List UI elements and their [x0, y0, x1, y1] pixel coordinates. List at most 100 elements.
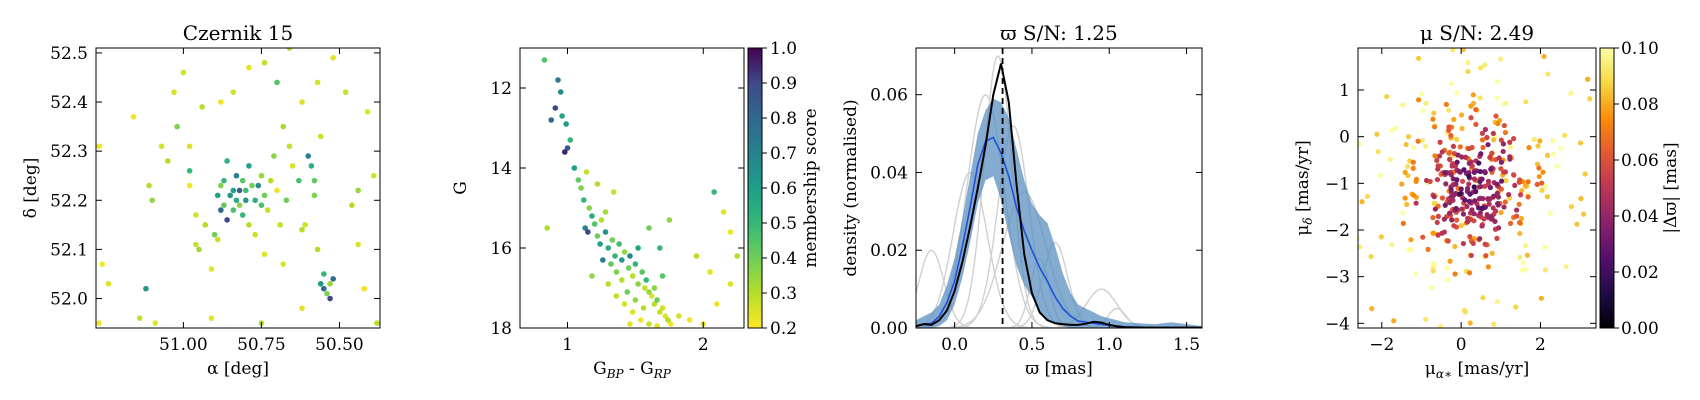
colorbar4-tick-label: 0.06 — [1621, 151, 1659, 171]
proper-motion-point — [1481, 216, 1487, 222]
colorbar-tick-label: 0.5 — [770, 214, 797, 234]
cmd-point — [575, 177, 582, 183]
p3-xtick-label: 1.0 — [1096, 335, 1123, 355]
panel1-title: Czernik 15 — [183, 21, 293, 45]
cmd-point — [727, 281, 734, 287]
proper-motion-point — [1408, 247, 1414, 253]
proper-motion-point — [1511, 172, 1517, 178]
proper-motion-point — [1498, 209, 1504, 216]
proper-motion-point — [1516, 201, 1522, 207]
proper-motion-point — [1459, 206, 1465, 212]
proper-motion-point — [1431, 200, 1437, 206]
proper-motion-point — [1448, 172, 1454, 178]
star-point — [327, 295, 333, 302]
proper-motion-point — [1482, 170, 1488, 176]
p2-ytick-label: 14 — [490, 159, 512, 179]
proper-motion-point — [1494, 235, 1500, 241]
proper-motion-point — [1411, 144, 1417, 151]
panel2-points — [541, 57, 741, 328]
cmd-point — [602, 229, 609, 235]
cmd-point — [589, 273, 595, 279]
cmd-point — [635, 245, 641, 251]
star-point — [258, 172, 265, 179]
proper-motion-point — [1487, 196, 1493, 202]
star-point — [264, 207, 271, 213]
cmd-point — [555, 77, 561, 83]
cmd-point — [666, 217, 673, 223]
proper-motion-point — [1577, 140, 1584, 146]
star-point — [267, 177, 274, 184]
cmd-point — [654, 297, 660, 303]
star-point — [364, 109, 371, 115]
proper-motion-point — [1502, 129, 1508, 136]
p2-ytick-label: 12 — [490, 79, 512, 99]
cmd-point — [624, 289, 631, 295]
colorbar4-tick-label: 0.10 — [1621, 39, 1659, 59]
proper-motion-point — [1503, 100, 1509, 106]
proper-motion-point — [1520, 260, 1526, 266]
star-point — [246, 163, 252, 169]
star-point — [230, 89, 237, 96]
proper-motion-point — [1423, 177, 1430, 184]
colorbar-tick-label: 0.2 — [770, 319, 797, 339]
proper-motion-point — [1491, 321, 1497, 327]
proper-motion-point — [1480, 295, 1486, 301]
proper-motion-point — [1501, 122, 1507, 129]
proper-motion-point — [1503, 177, 1509, 184]
proper-motion-point — [1568, 90, 1574, 96]
cmd-point — [605, 281, 612, 287]
proper-motion-point — [1434, 219, 1440, 226]
cmd-point — [557, 89, 564, 95]
proper-motion-point — [1523, 99, 1529, 105]
bootstrap-curve — [916, 54, 1202, 328]
bootstrap-curve — [916, 241, 1202, 328]
p4-ytick-label: 0 — [1339, 128, 1350, 148]
proper-motion-point — [1488, 166, 1494, 172]
proper-motion-point — [1542, 184, 1548, 190]
cmd-point — [608, 261, 614, 267]
star-point — [261, 59, 268, 66]
p1-ytick-label: 52.3 — [50, 142, 88, 162]
proper-motion-point — [1359, 199, 1365, 205]
cmd-point — [621, 301, 628, 307]
proper-motion-point — [1517, 177, 1523, 183]
proper-motion-point — [1491, 193, 1497, 199]
star-point — [214, 192, 221, 199]
cmd-point — [714, 301, 720, 307]
star-point — [105, 280, 112, 287]
star-point — [224, 217, 230, 223]
star-point — [239, 212, 246, 218]
proper-motion-point — [1450, 48, 1456, 53]
proper-motion-point — [1461, 307, 1468, 314]
proper-motion-point — [1441, 216, 1447, 222]
star-point — [99, 261, 106, 267]
panel-sky-positions: Czernik 15 51.00 50.75 50.50 52.0 52.1 52.2 52… — [21, 21, 381, 379]
proper-motion-point — [1513, 304, 1519, 310]
proper-motion-point — [1473, 121, 1479, 127]
proper-motion-point — [1486, 334, 1491, 339]
proper-motion-point — [1523, 266, 1529, 272]
proper-motion-point — [1477, 210, 1484, 216]
proper-motion-point — [1388, 127, 1394, 134]
proper-motion-point — [1467, 320, 1473, 326]
proper-motion-point — [1374, 131, 1380, 137]
proper-motion-point — [1488, 214, 1494, 220]
proper-motion-point — [1420, 234, 1426, 240]
proper-motion-point — [1494, 299, 1500, 305]
proper-motion-point — [1494, 181, 1500, 187]
panel-proper-motion: μ S/N: 2.49 −2 0 2−4−3−2−101 μα∗ [mas/yr] … — [1293, 21, 1681, 381]
proper-motion-point — [1459, 125, 1465, 132]
proper-motion-point — [1507, 220, 1514, 226]
proper-motion-point — [1539, 187, 1545, 193]
cmd-point — [571, 165, 578, 171]
cmd-point — [635, 281, 641, 287]
star-point — [149, 197, 155, 204]
cmd-point — [693, 253, 700, 259]
proper-motion-point — [1446, 107, 1452, 113]
proper-motion-point — [1551, 151, 1557, 157]
cmd-point — [686, 317, 693, 323]
cmd-point — [613, 269, 620, 275]
cmd-point — [640, 305, 647, 311]
proper-motion-point — [1587, 96, 1593, 102]
proper-motion-point — [1518, 215, 1525, 222]
